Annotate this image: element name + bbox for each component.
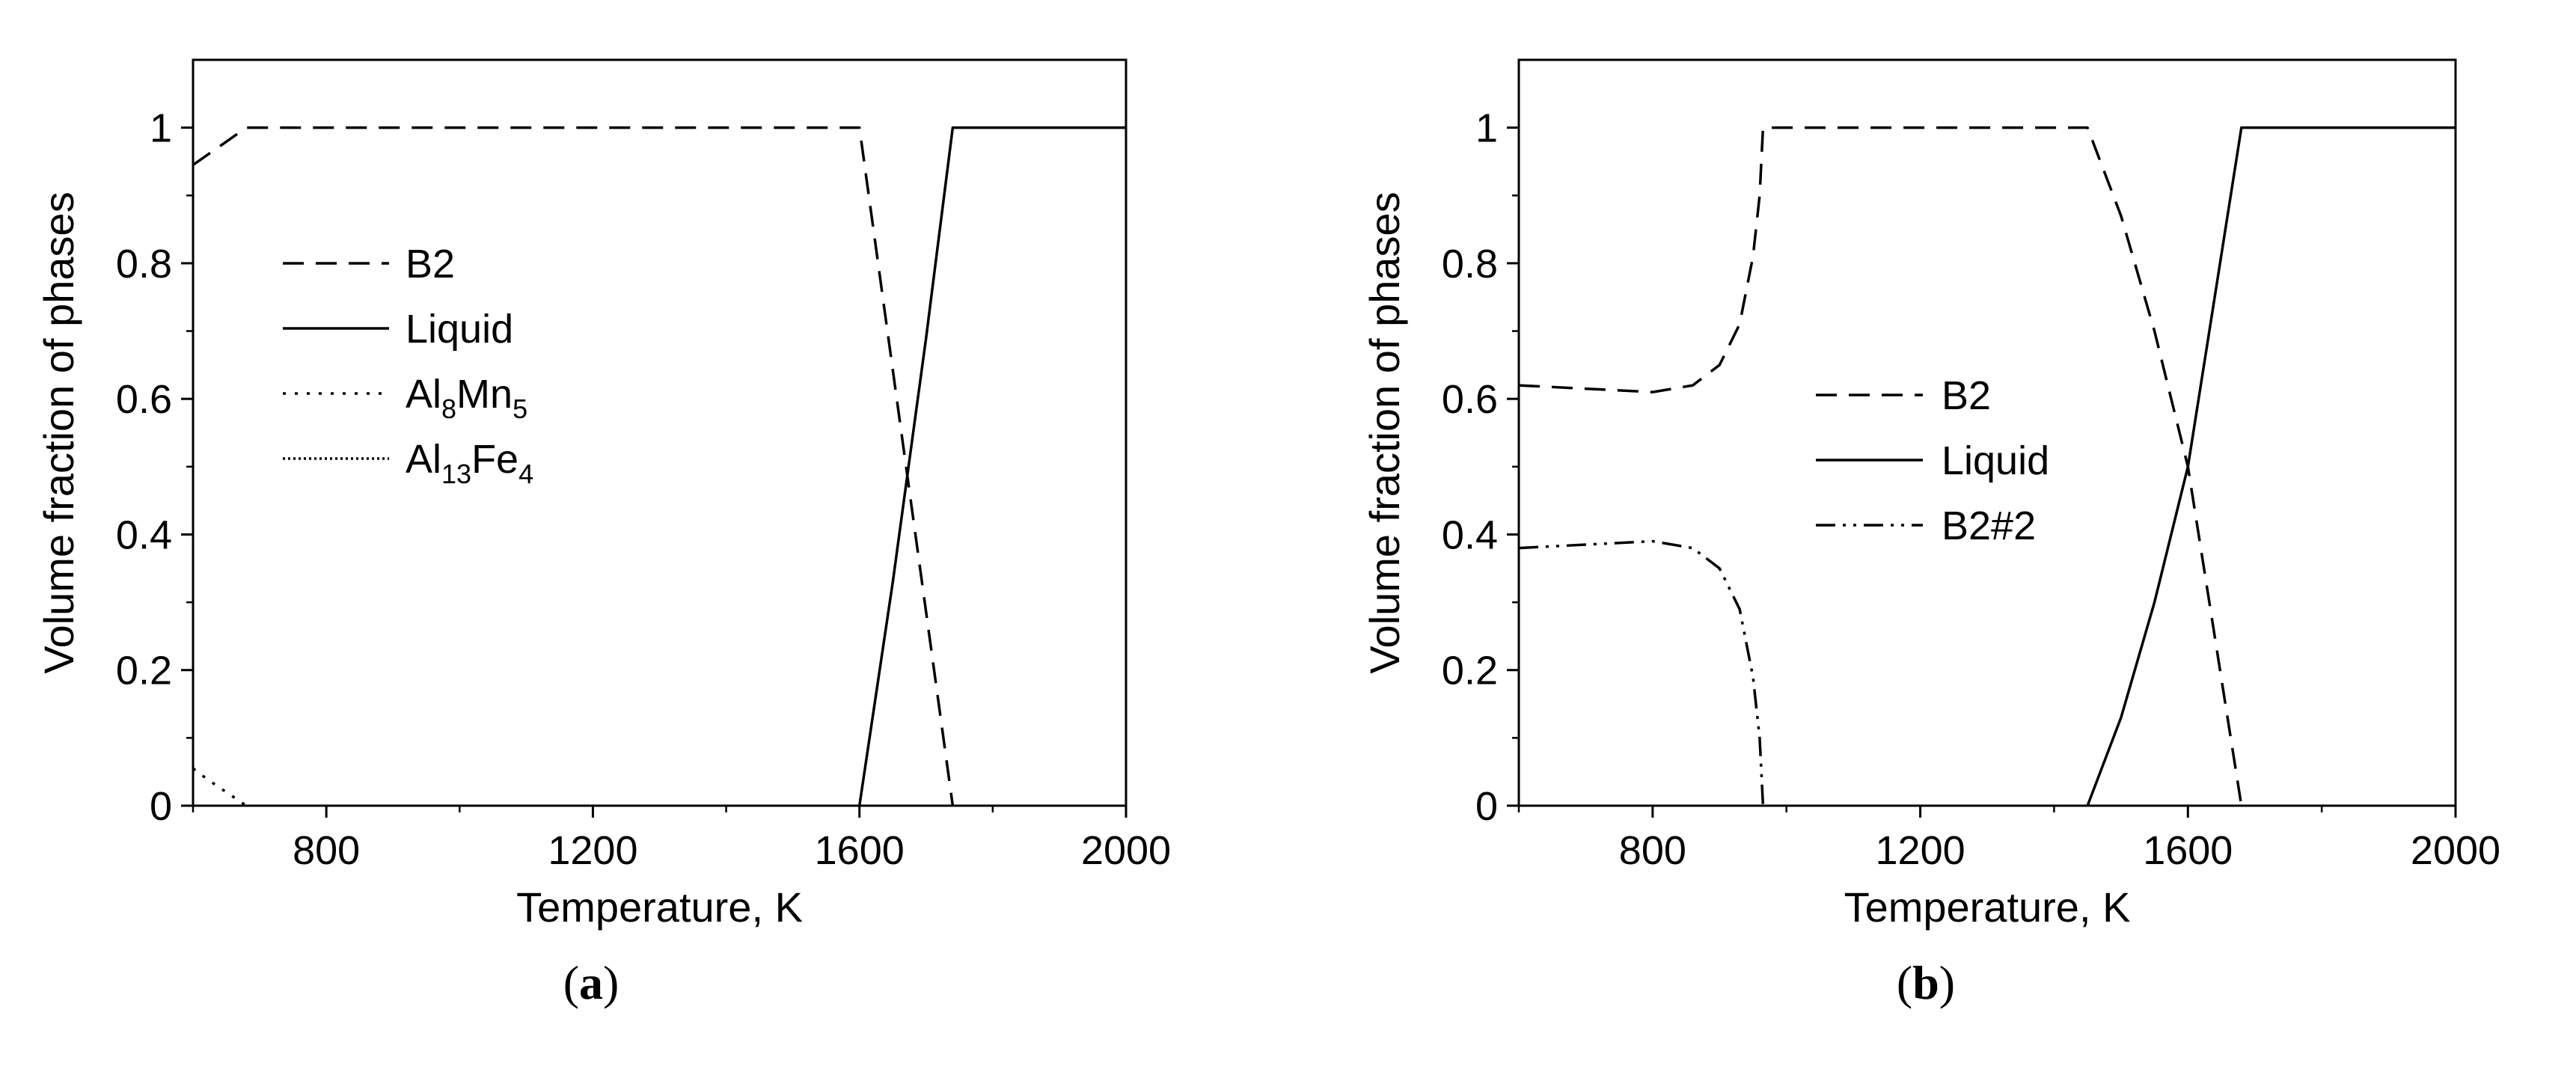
y-tick-label: 0.8 [116, 242, 172, 287]
legend-label-subscript: 4 [518, 459, 533, 489]
y-tick-label: 0.2 [1442, 649, 1498, 693]
legend-label-subscript: 8 [441, 393, 456, 424]
y-tick-label: 0 [150, 784, 172, 829]
plot-frame [192, 58, 1128, 807]
y-tick-label: 0 [1475, 784, 1498, 829]
y-tick-label: 1 [1475, 106, 1498, 151]
series-line-liquid [2086, 126, 2456, 806]
legend-label-part: Fe [471, 437, 518, 482]
x-tick-label: 800 [1619, 828, 1686, 873]
y-tick-label: 0.2 [116, 649, 172, 693]
legend-label: Al13Fe4 [406, 437, 533, 489]
caption-paren-close: ) [1939, 956, 1955, 1009]
legend-label: B2#2 [1942, 503, 2036, 548]
series-line-b2-2 [1519, 539, 1765, 806]
x-tick-label: 800 [293, 828, 360, 873]
plot-frame [1517, 58, 2457, 807]
legend-label: Liquid [406, 307, 513, 352]
legend: B2 Liquid B2#2 [1816, 373, 2049, 548]
legend-label: Al8Mn5 [406, 372, 527, 424]
y-tick-label: 0.8 [1442, 242, 1498, 287]
panel-caption: (a) [563, 956, 619, 1009]
y-axis-label: Volume fraction of phases [1361, 192, 1408, 673]
y-axis-label: Volume fraction of phases [35, 192, 82, 673]
y-tick-label: 0.4 [116, 512, 172, 557]
x-tick-label: 2000 [2411, 828, 2500, 873]
legend-label: B2 [406, 242, 455, 287]
y-tick-label: 0.6 [116, 377, 172, 422]
caption-letter: a [579, 956, 603, 1009]
x-tick-label: 1200 [548, 828, 637, 873]
series-line-b2 [193, 126, 955, 806]
caption-paren-open: ( [1897, 956, 1912, 1009]
x-axis-label: Temperature, K [516, 883, 803, 931]
series-line-b2 [1519, 126, 2243, 806]
legend-label-subscript: 13 [441, 459, 471, 489]
y-tick-label: 0.4 [1442, 512, 1498, 557]
y-tick-label: 0.6 [1442, 377, 1498, 422]
panel-caption: (b) [1897, 956, 1955, 1009]
caption-letter: b [1912, 956, 1939, 1009]
y-tick-label: 1 [150, 106, 172, 151]
x-tick-label: 1200 [1876, 828, 1965, 873]
series-line-liquid [857, 126, 1126, 806]
caption-paren-open: ( [563, 956, 579, 1009]
x-axis-label: Temperature, K [1844, 883, 2131, 931]
series-line-al8mn5 [193, 767, 248, 806]
legend-label-subscript: 5 [513, 393, 527, 424]
chart-panel-b: 800 1200 1600 2000 0 0.2 0.4 0.6 0.8 1 Temperature… [1361, 58, 2500, 1009]
legend-label-part: Mn [456, 372, 513, 417]
legend-label: Liquid [1942, 438, 2049, 483]
x-tick-label: 1600 [2143, 828, 2233, 873]
legend-label-part: Al [406, 437, 441, 482]
x-tick-label: 1600 [815, 828, 905, 873]
legend-label-part: Al [406, 372, 441, 417]
caption-paren-close: ) [603, 956, 619, 1009]
legend-label: B2 [1942, 373, 1991, 418]
x-tick-label: 2000 [1081, 828, 1171, 873]
chart-panel-a: 800 1200 1600 2000 0 0.2 0.4 0.6 0.8 1 Temperature… [35, 58, 1171, 1009]
